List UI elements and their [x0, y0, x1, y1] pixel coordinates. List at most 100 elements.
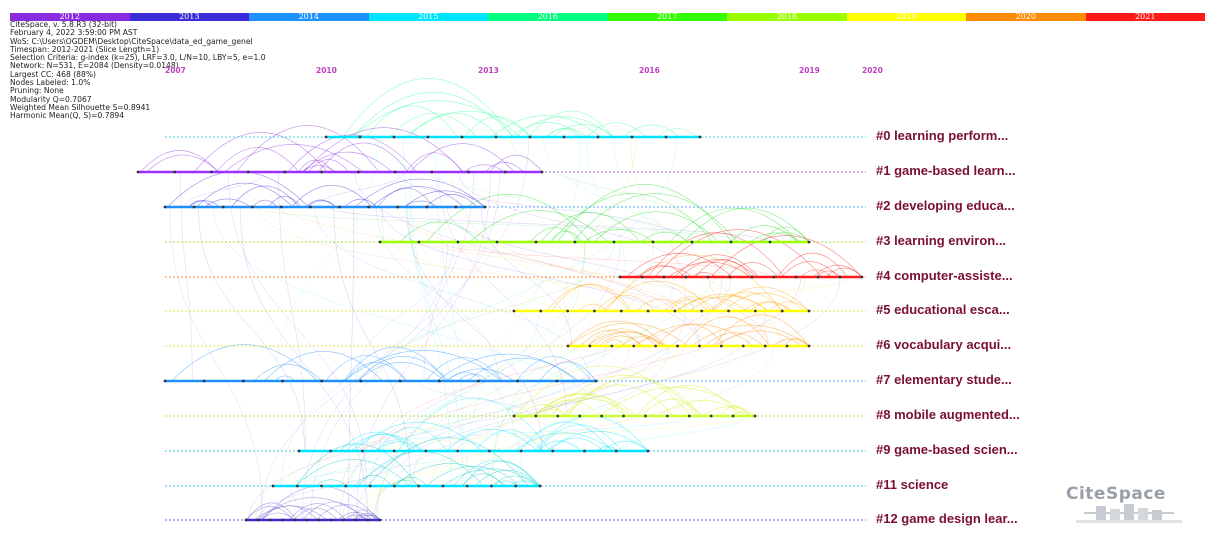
reference-node[interactable]	[441, 484, 445, 488]
reference-node[interactable]	[283, 170, 287, 174]
reference-node[interactable]	[329, 518, 333, 522]
reference-node[interactable]	[662, 275, 666, 279]
reference-node[interactable]	[309, 205, 312, 209]
reference-node[interactable]	[456, 449, 460, 453]
reference-node[interactable]	[687, 414, 691, 418]
reference-node[interactable]	[338, 205, 341, 209]
reference-node[interactable]	[593, 309, 596, 313]
reference-node[interactable]	[816, 275, 820, 279]
reference-node[interactable]	[555, 379, 559, 383]
reference-node[interactable]	[490, 484, 493, 488]
reference-node[interactable]	[698, 135, 702, 139]
reference-node[interactable]	[596, 135, 600, 139]
reference-node[interactable]	[583, 449, 586, 453]
reference-node[interactable]	[437, 379, 441, 383]
reference-node[interactable]	[430, 170, 434, 174]
reference-node[interactable]	[467, 170, 470, 174]
reference-node[interactable]	[324, 135, 328, 139]
reference-node[interactable]	[358, 135, 362, 139]
cluster-label[interactable]: #7 elementary stude...	[876, 372, 1012, 387]
reference-node[interactable]	[354, 518, 358, 522]
reference-node[interactable]	[241, 379, 245, 383]
reference-node[interactable]	[618, 275, 622, 279]
reference-node[interactable]	[640, 275, 644, 279]
cluster-label[interactable]: #0 learning perform...	[876, 128, 1009, 143]
reference-node[interactable]	[664, 135, 668, 139]
reference-node[interactable]	[573, 240, 577, 244]
reference-node[interactable]	[293, 518, 297, 522]
reference-node[interactable]	[425, 205, 429, 209]
reference-node[interactable]	[551, 449, 555, 453]
reference-node[interactable]	[741, 344, 745, 348]
cluster-label[interactable]: #12 game design lear...	[876, 511, 1018, 526]
cluster-label[interactable]: #1 game-based learn...	[876, 163, 1016, 178]
reference-node[interactable]	[320, 379, 324, 383]
reference-node[interactable]	[392, 449, 396, 453]
reference-node[interactable]	[305, 518, 309, 522]
reference-node[interactable]	[136, 170, 140, 174]
reference-node[interactable]	[566, 344, 570, 348]
reference-node[interactable]	[807, 240, 811, 244]
reference-node[interactable]	[706, 275, 710, 279]
reference-node[interactable]	[424, 449, 428, 453]
reference-node[interactable]	[700, 309, 704, 313]
reference-node[interactable]	[494, 135, 498, 139]
reference-node[interactable]	[417, 484, 421, 488]
reference-node[interactable]	[646, 309, 650, 313]
reference-node[interactable]	[250, 205, 254, 209]
reference-node[interactable]	[279, 205, 283, 209]
reference-node[interactable]	[487, 449, 491, 453]
cluster-label[interactable]: #9 game-based scien...	[876, 442, 1018, 457]
reference-node[interactable]	[503, 170, 507, 174]
reference-node[interactable]	[600, 414, 604, 418]
reference-node[interactable]	[356, 170, 360, 174]
reference-node[interactable]	[392, 484, 396, 488]
reference-node[interactable]	[566, 309, 570, 313]
reference-node[interactable]	[610, 344, 614, 348]
reference-node[interactable]	[534, 414, 538, 418]
reference-node[interactable]	[614, 449, 618, 453]
reference-node[interactable]	[644, 414, 647, 418]
reference-node[interactable]	[320, 484, 323, 488]
reference-node[interactable]	[465, 484, 469, 488]
reference-node[interactable]	[588, 344, 592, 348]
reference-node[interactable]	[426, 135, 430, 139]
reference-node[interactable]	[709, 414, 713, 418]
reference-node[interactable]	[728, 275, 732, 279]
reference-node[interactable]	[578, 414, 582, 418]
reference-node[interactable]	[393, 170, 397, 174]
reference-node[interactable]	[295, 484, 299, 488]
reference-node[interactable]	[210, 170, 213, 174]
reference-node[interactable]	[246, 170, 250, 174]
reference-node[interactable]	[698, 344, 701, 348]
cluster-label[interactable]: #6 vocabulary acqui...	[876, 337, 1012, 352]
reference-node[interactable]	[676, 344, 679, 348]
reference-node[interactable]	[202, 379, 206, 383]
reference-node[interactable]	[495, 240, 499, 244]
reference-node[interactable]	[192, 205, 196, 209]
reference-node[interactable]	[329, 449, 333, 453]
reference-node[interactable]	[342, 518, 345, 522]
cluster-label[interactable]: #8 mobile augmented...	[876, 407, 1020, 422]
reference-node[interactable]	[794, 275, 798, 279]
cluster-label[interactable]: #3 learning environ...	[876, 233, 1007, 248]
reference-node[interactable]	[344, 484, 348, 488]
reference-node[interactable]	[807, 344, 811, 348]
reference-node[interactable]	[619, 309, 623, 313]
reference-node[interactable]	[807, 309, 811, 313]
reference-node[interactable]	[838, 275, 842, 279]
reference-node[interactable]	[729, 240, 733, 244]
reference-node[interactable]	[317, 518, 321, 522]
reference-node[interactable]	[366, 518, 370, 522]
reference-node[interactable]	[454, 205, 458, 209]
reference-node[interactable]	[297, 449, 301, 453]
reference-node[interactable]	[163, 205, 167, 209]
reference-node[interactable]	[417, 240, 421, 244]
reference-node[interactable]	[378, 240, 382, 244]
reference-node[interactable]	[690, 240, 694, 244]
reference-node[interactable]	[483, 205, 487, 209]
reference-node[interactable]	[538, 484, 542, 488]
reference-node[interactable]	[268, 518, 272, 522]
reference-node[interactable]	[719, 344, 723, 348]
reference-node[interactable]	[320, 170, 324, 174]
